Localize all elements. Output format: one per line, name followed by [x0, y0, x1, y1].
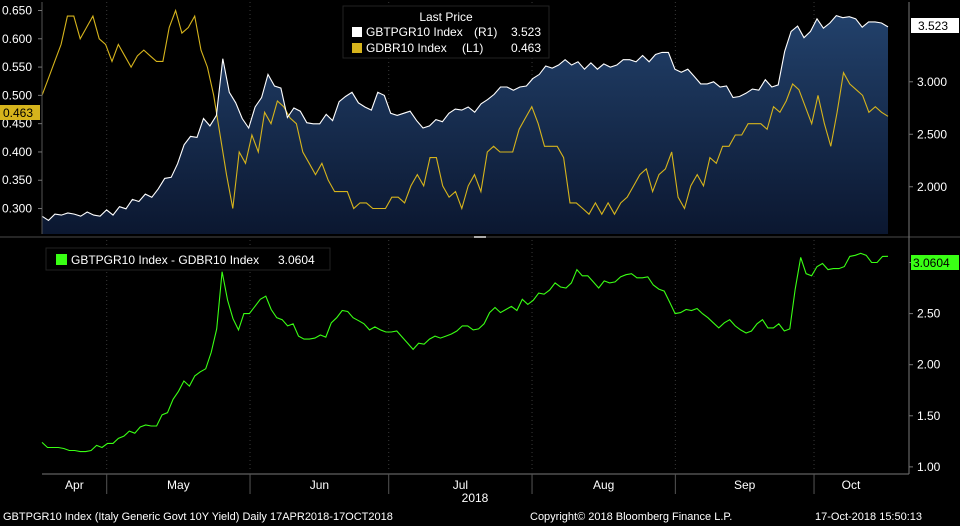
last-tag-spread: 3.0604: [911, 255, 959, 270]
last-tag-gbtpgr10: 3.523: [911, 18, 959, 33]
right-axis-ticks-top: 2.000 2.500 3.000: [909, 75, 947, 194]
last-tag-gbtpgr10-text: 3.523: [918, 19, 948, 33]
legend-name-gbtpgr10: GBTPGR10 Index: [366, 25, 463, 39]
left-tick-label: 0.550: [2, 60, 32, 74]
legend-last-gbtpgr10: 3.523: [511, 25, 541, 39]
right-tick-label: 2.000: [917, 180, 947, 194]
last-tag-gdbr10: 0.463: [0, 105, 40, 120]
last-tag-spread-text: 3.0604: [913, 256, 950, 270]
x-tick-label: Apr: [65, 478, 84, 492]
left-tick-label: 0.650: [2, 3, 32, 17]
footer-timestamp: 17-Oct-2018 15:50:13: [815, 511, 923, 523]
legend-swatch-gbtpgr10: [352, 27, 362, 37]
last-tag-gdbr10-text: 0.463: [3, 106, 33, 120]
chart-canvas: 0.300 0.350 0.400 0.450 0.500 0.550 0.600 0.650…: [0, 2, 960, 505]
left-tick-label: 0.450: [2, 117, 32, 131]
x-axis-year: 2018: [462, 491, 489, 505]
legend-swatch-spread: [56, 254, 67, 265]
footer-copyright: Copyright© 2018 Bloomberg Finance L.P.: [530, 511, 733, 523]
legend-last-spread: 3.0604: [278, 253, 315, 267]
right-tick-label: 3.000: [917, 75, 947, 89]
left-tick-label: 0.300: [2, 202, 32, 216]
left-axis-ticks: 0.300 0.350 0.400 0.450 0.500 0.550 0.600 0.650: [2, 3, 42, 216]
left-tick-label: 0.350: [2, 173, 32, 187]
x-tick-label: Sep: [734, 478, 756, 492]
spread-line: [41, 252, 889, 453]
right-tick-label: 2.00: [917, 358, 941, 372]
legend-swatch-gdbr10: [352, 43, 362, 53]
right-tick-label: 2.500: [917, 127, 947, 141]
gbtpgr10-line: [41, 14, 889, 222]
left-tick-label: 0.500: [2, 88, 32, 102]
x-tick-label: Oct: [842, 478, 861, 492]
x-tick-label: Jun: [310, 478, 329, 492]
legend-name-gdbr10: GDBR10 Index: [366, 41, 447, 55]
legend-name-spread: GBTPGR10 Index - GDBR10 Index: [71, 253, 259, 267]
bottom-panel-bg: [42, 240, 908, 472]
x-tick-label: Aug: [593, 478, 614, 492]
footer-left: GBTPGR10 Index (Italy Generic Govt 10Y Y…: [3, 511, 393, 523]
left-tick-label: 0.400: [2, 145, 32, 159]
x-tick-label: May: [167, 478, 190, 492]
bottom-grid: [106, 240, 815, 472]
legend-title: Last Price: [419, 10, 473, 24]
legend-tag-gdbr10: (L1): [462, 41, 483, 55]
x-axis-ticks: Apr May Jun Jul Aug Sep Oct: [65, 474, 861, 494]
x-tick-label: Jul: [453, 478, 468, 492]
right-tick-label: 1.50: [917, 409, 941, 423]
right-axis-ticks-bottom: 1.001.502.002.503.00: [909, 255, 941, 474]
bottom-legend[interactable]: GBTPGR10 Index - GDBR10 Index 3.0604: [45, 247, 331, 271]
right-tick-label: 2.50: [917, 307, 941, 321]
footer-bar: GBTPGR10 Index (Italy Generic Govt 10Y Y…: [0, 508, 960, 526]
legend-tag-gbtpgr10: (R1): [474, 25, 497, 39]
right-tick-label: 1.00: [917, 460, 941, 474]
legend-last-gdbr10: 0.463: [511, 41, 541, 55]
gdbr10-line: [41, 8, 889, 216]
left-tick-label: 0.600: [2, 32, 32, 46]
top-legend[interactable]: Last Price GBTPGR10 Index (R1) 3.523 GDB…: [342, 5, 550, 59]
